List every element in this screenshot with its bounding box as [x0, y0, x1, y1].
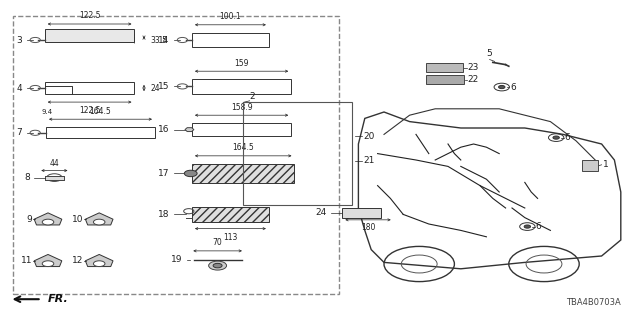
- Bar: [342, 208, 381, 218]
- Bar: [192, 164, 294, 183]
- Text: FR.: FR.: [48, 294, 68, 304]
- Text: 4: 4: [17, 84, 22, 92]
- Bar: [45, 29, 134, 42]
- Text: 8: 8: [24, 173, 30, 182]
- Text: 7: 7: [17, 128, 22, 137]
- Text: 16: 16: [158, 125, 170, 134]
- Text: 9: 9: [26, 215, 32, 224]
- Text: 15: 15: [158, 82, 170, 91]
- Bar: [582, 160, 598, 171]
- Circle shape: [209, 261, 227, 270]
- Text: 159: 159: [234, 59, 249, 68]
- Text: 158.9: 158.9: [231, 103, 252, 112]
- Polygon shape: [185, 128, 194, 132]
- Polygon shape: [34, 213, 62, 225]
- Text: 3: 3: [17, 36, 22, 44]
- Text: 6: 6: [510, 83, 516, 92]
- Text: 180: 180: [361, 223, 375, 232]
- Text: 9.4: 9.4: [42, 109, 52, 115]
- Bar: [46, 127, 155, 139]
- Circle shape: [213, 263, 222, 268]
- Bar: [192, 123, 291, 136]
- Circle shape: [553, 136, 559, 139]
- Circle shape: [524, 225, 531, 228]
- Text: 5: 5: [487, 49, 492, 58]
- Text: 24: 24: [315, 208, 326, 217]
- Text: 2: 2: [250, 92, 255, 101]
- Circle shape: [93, 219, 105, 225]
- Text: 23: 23: [467, 63, 479, 72]
- Circle shape: [42, 219, 54, 225]
- Bar: [243, 102, 352, 205]
- Text: TBA4B0703A: TBA4B0703A: [566, 298, 621, 307]
- Text: 22: 22: [467, 75, 479, 84]
- Text: 19: 19: [171, 255, 182, 264]
- Bar: [192, 207, 269, 222]
- Circle shape: [184, 170, 197, 177]
- Text: 20: 20: [363, 132, 374, 140]
- Text: 12: 12: [72, 256, 83, 265]
- Text: 11: 11: [20, 256, 32, 265]
- Circle shape: [42, 261, 54, 267]
- Bar: [13, 16, 339, 294]
- Text: 17: 17: [158, 169, 170, 178]
- Polygon shape: [85, 254, 113, 267]
- Bar: [45, 176, 64, 180]
- Text: 113: 113: [223, 233, 237, 242]
- Bar: [426, 63, 463, 72]
- Text: 122.5: 122.5: [79, 11, 100, 20]
- Polygon shape: [34, 254, 62, 267]
- Polygon shape: [85, 213, 113, 225]
- Text: 70: 70: [212, 238, 223, 247]
- Text: 18: 18: [158, 210, 170, 219]
- Bar: [45, 82, 134, 94]
- Text: 122.5: 122.5: [79, 106, 100, 115]
- Bar: [192, 79, 291, 93]
- Text: 6: 6: [564, 133, 570, 142]
- Text: 1: 1: [603, 160, 609, 169]
- Text: 10: 10: [72, 215, 83, 224]
- Text: 44: 44: [49, 159, 60, 168]
- Circle shape: [499, 85, 505, 89]
- Bar: [426, 75, 464, 84]
- Text: 14: 14: [158, 36, 170, 44]
- Text: 164.5: 164.5: [90, 107, 111, 116]
- Bar: [192, 33, 269, 47]
- Text: 21: 21: [363, 156, 374, 165]
- Text: 100.1: 100.1: [220, 12, 241, 21]
- Text: 24: 24: [150, 84, 160, 92]
- Text: 164.5: 164.5: [232, 143, 254, 152]
- Text: 6: 6: [536, 222, 541, 231]
- Circle shape: [93, 261, 105, 267]
- Text: 33.5: 33.5: [150, 36, 168, 44]
